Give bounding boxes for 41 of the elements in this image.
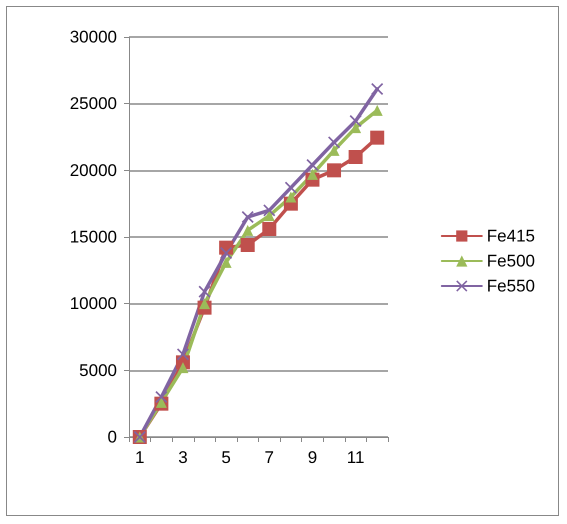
- point: [350, 115, 362, 127]
- legend-label: Fe415: [486, 226, 535, 246]
- x-tick-label: 7: [264, 448, 274, 467]
- legend-label: Fe500: [486, 252, 535, 270]
- point: [240, 238, 255, 252]
- x-tick-label: 5: [221, 448, 231, 467]
- point: [199, 298, 210, 310]
- point: [220, 247, 232, 259]
- point: [155, 391, 168, 403]
- point: [264, 210, 275, 222]
- y-tick-label: 10000: [70, 294, 117, 314]
- x-tick-label: 3: [178, 448, 188, 467]
- point: [348, 150, 363, 164]
- point: [242, 224, 254, 236]
- point: [176, 348, 189, 360]
- point: [328, 136, 340, 148]
- point: [177, 362, 188, 374]
- y-tick-label: 15000: [70, 228, 117, 246]
- point: [285, 192, 296, 202]
- point: [242, 211, 254, 223]
- point: [262, 222, 276, 236]
- point: [306, 159, 318, 171]
- y-tick-label: 20000: [70, 160, 117, 180]
- point: [371, 83, 384, 95]
- point: [220, 256, 232, 268]
- point: [327, 163, 342, 178]
- y-tick-label: 0: [108, 428, 117, 446]
- point: [370, 130, 384, 145]
- legend-label: Fe550: [486, 276, 535, 296]
- point: [156, 396, 167, 408]
- point: [306, 168, 318, 180]
- point: [372, 104, 383, 116]
- x-tick-label: 11: [346, 448, 364, 467]
- x-tick-label: 1: [135, 448, 145, 467]
- y-tick-label: 30000: [70, 28, 117, 46]
- y-tick-label: 25000: [70, 94, 117, 114]
- y-tick-label: 5000: [79, 360, 117, 380]
- point: [263, 204, 276, 216]
- point: [284, 182, 297, 194]
- x-tick-label: 9: [308, 448, 318, 467]
- point: [198, 286, 211, 298]
